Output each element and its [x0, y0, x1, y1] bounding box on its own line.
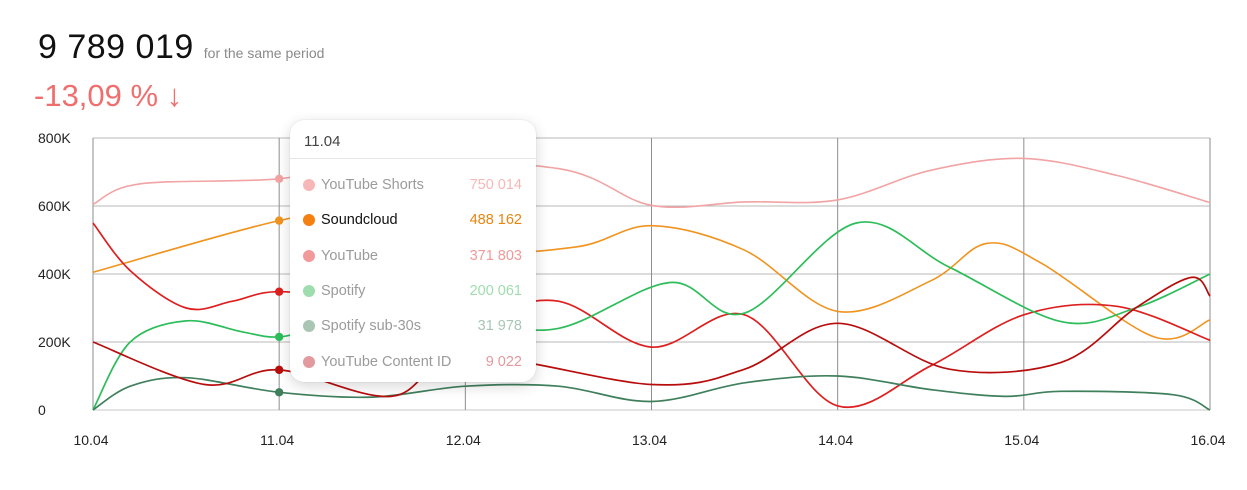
- x-tick-label: 10.04: [73, 432, 108, 448]
- series-line-spotify-sub-30s: [92, 374, 1211, 411]
- series-marker-youtube-content-id: [274, 365, 284, 375]
- y-tick-label: 0: [38, 402, 46, 418]
- series-marker-soundcloud: [274, 216, 284, 225]
- series-line-spotify: [92, 221, 1211, 411]
- x-tick-label: 14.04: [818, 432, 853, 448]
- tooltip-row-label: Soundcloud: [321, 212, 398, 229]
- series-marker-spotify-sub-30s: [274, 388, 284, 397]
- total-value: 9 789 019: [38, 28, 194, 66]
- series-color-dot: [303, 320, 315, 333]
- tooltip-row-value: 371 803: [469, 247, 522, 264]
- tooltip-row: YouTube Content ID 9 022: [303, 351, 522, 373]
- y-tick-label: 800K: [38, 130, 71, 146]
- x-tick-label: 16.04: [1190, 432, 1225, 448]
- y-tick-label: 200K: [38, 334, 71, 350]
- series-marker-youtube: [274, 287, 284, 296]
- tooltip-row: Spotify 200 061: [303, 280, 522, 302]
- x-tick-label: 12.04: [446, 432, 481, 448]
- y-tick-label: 400K: [38, 266, 71, 282]
- total-summary: 9 789 019 for the same period: [38, 28, 324, 67]
- tooltip-row-label: Spotify: [321, 282, 366, 299]
- tooltip: 11.04 YouTube Shorts 750 014 Soundcloud 488…: [290, 120, 536, 382]
- series-color-dot: [303, 249, 315, 262]
- series-color-dot: [303, 355, 315, 368]
- tooltip-row: YouTube 371 803: [303, 245, 522, 267]
- tooltip-row-value: 31 978: [477, 318, 522, 335]
- series-color-dot: [303, 214, 315, 227]
- tooltip-row: Soundcloud 488 162: [303, 209, 522, 231]
- tooltip-row-value: 200 061: [469, 282, 522, 299]
- total-caption: for the same period: [203, 45, 325, 61]
- tooltip-row-label: YouTube: [321, 247, 378, 264]
- tooltip-row-value: 488 162: [469, 212, 522, 229]
- tooltip-date: 11.04: [304, 133, 341, 150]
- y-tick-label: 600K: [38, 198, 71, 214]
- series-color-dot: [303, 179, 315, 191]
- series-line-youtube: [92, 222, 1211, 409]
- tooltip-row-label: YouTube Content ID: [321, 353, 452, 370]
- x-tick-label: 11.04: [260, 432, 294, 448]
- series-marker-youtube-shorts: [274, 174, 284, 183]
- tooltip-row: Spotify sub-30s 31 978: [303, 315, 522, 337]
- tooltip-divider: [290, 158, 536, 159]
- series-marker-spotify: [274, 332, 284, 342]
- tooltip-row-value: 9 022: [485, 353, 522, 370]
- change-percent: -13,09 % ↓: [34, 78, 183, 113]
- tooltip-row-value: 750 014: [469, 177, 522, 193]
- series-color-dot: [303, 284, 315, 297]
- tooltip-row-label: Spotify sub-30s: [321, 318, 421, 335]
- x-tick-label: 13.04: [632, 432, 667, 448]
- x-tick-label: 15.04: [1004, 432, 1039, 448]
- tooltip-row-label: YouTube Shorts: [321, 177, 424, 193]
- tooltip-row: YouTube Shorts 750 014: [303, 174, 522, 196]
